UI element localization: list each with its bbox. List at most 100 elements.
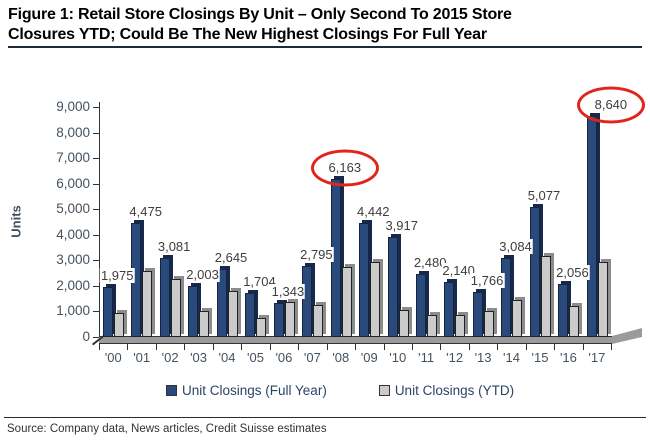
x-axis-tick — [355, 344, 357, 350]
bar-ytd-15 — [540, 256, 551, 337]
y-axis-tick — [93, 311, 99, 313]
y-axis-tick-label: 3,000 — [56, 252, 90, 268]
x-axis-tick — [269, 344, 271, 350]
data-label-09: 4,442 — [355, 204, 391, 220]
x-axis-label-10: '10 — [389, 350, 407, 365]
y-axis-tick-label: 0 — [82, 329, 90, 344]
x-axis-label-14: '14 — [503, 350, 520, 365]
legend-swatch-full-year-icon — [166, 385, 177, 396]
figure-title-line1: Figure 1: Retail Store Closings By Unit … — [8, 6, 512, 23]
highlight-circle-17 — [576, 86, 645, 124]
data-label-03: 2,003 — [185, 266, 220, 282]
chart-3d-floor — [99, 336, 612, 344]
y-axis-tick-label: 8,000 — [56, 124, 90, 140]
bar-full-year-03 — [188, 285, 199, 337]
x-axis-label-01: '01 — [133, 350, 151, 365]
bar-ytd-09 — [370, 261, 381, 337]
bar-ytd-11 — [426, 315, 437, 337]
x-axis-label-08: '08 — [332, 350, 350, 365]
legend-label-full-year: Unit Closings (Full Year) — [182, 383, 327, 398]
bar-full-year-06 — [273, 302, 284, 337]
bar-ytd-10 — [398, 310, 409, 337]
x-axis-label-16: '16 — [559, 350, 577, 365]
x-axis-label-02: '02 — [161, 350, 179, 365]
figure-title-line2: Closures YTD; Could Be The New Highest C… — [8, 26, 487, 43]
bar-full-year-00 — [103, 286, 113, 337]
bar-ytd-17 — [597, 261, 608, 337]
y-axis-tick — [93, 285, 99, 287]
x-axis-label-00: '00 — [104, 350, 122, 365]
y-axis-tick — [93, 132, 99, 134]
bar-full-year-14 — [501, 258, 512, 337]
data-label-13: 1,766 — [469, 272, 505, 288]
bar-full-year-13 — [472, 291, 483, 337]
x-axis-tick — [99, 344, 100, 350]
title-underline — [8, 46, 642, 48]
x-axis-label-13: '13 — [474, 350, 492, 365]
x-axis-label-06: '06 — [275, 350, 293, 365]
bar-ytd-01 — [142, 270, 153, 337]
source-note: Source: Company data, News articles, Cre… — [7, 423, 327, 435]
x-axis-tick — [298, 344, 300, 350]
y-axis-tick-label: 6,000 — [56, 175, 90, 191]
bar-ytd-04 — [227, 290, 238, 337]
bar-ytd-05 — [256, 317, 267, 337]
figure-title: Figure 1: Retail Store Closings By Unit … — [8, 5, 512, 45]
data-label-04: 2,645 — [213, 250, 249, 266]
data-label-15: 5,077 — [526, 188, 562, 204]
legend-item-full-year: Unit Closings (Full Year) — [166, 383, 327, 398]
y-axis-line — [99, 102, 100, 344]
bar-full-year-15 — [529, 207, 540, 337]
data-label-01: 4,475 — [128, 203, 163, 219]
y-axis-tick-label: 1,000 — [56, 303, 90, 319]
y-axis-tick — [93, 158, 99, 160]
bar-ytd-14 — [512, 299, 523, 337]
data-label-05: 1,704 — [242, 274, 277, 290]
bar-ytd-07 — [313, 305, 324, 337]
x-axis-label-11: '11 — [418, 350, 435, 365]
x-axis-label-04: '04 — [218, 350, 236, 365]
x-axis-tick — [184, 344, 186, 350]
x-axis-label-15: '15 — [531, 350, 549, 365]
bar-full-year-07 — [302, 265, 313, 337]
x-axis-tick — [326, 344, 328, 350]
bar-full-year-12 — [444, 282, 455, 337]
x-axis-label-12: '12 — [446, 350, 464, 365]
bar-ytd-16 — [569, 306, 580, 337]
data-label-11: 2,480 — [412, 254, 448, 270]
bar-ytd-02 — [170, 279, 181, 337]
x-axis-tick — [525, 344, 527, 350]
chart-3d-floor-edge — [612, 328, 642, 344]
data-label-16: 2,056 — [555, 265, 590, 281]
y-axis-tick — [93, 260, 99, 262]
y-axis-title: Units — [8, 205, 24, 238]
y-axis-tick-label: 4,000 — [56, 226, 90, 242]
bar-full-year-11 — [415, 273, 426, 337]
bar-full-year-04 — [216, 269, 227, 337]
y-axis-tick-label: 5,000 — [56, 201, 90, 217]
y-axis-tick — [93, 183, 99, 185]
bar-full-year-16 — [558, 284, 569, 337]
data-label-14: 3,084 — [498, 239, 533, 255]
x-axis-tick — [155, 344, 157, 350]
data-label-00: 1,975 — [99, 267, 135, 283]
data-label-07: 2,795 — [299, 246, 334, 262]
bar-ytd-06 — [284, 302, 295, 337]
x-axis-label-05: '05 — [246, 350, 264, 365]
y-axis-tick-label: 7,000 — [56, 150, 90, 166]
legend-label-ytd: Unit Closings (YTD) — [394, 383, 515, 398]
x-axis-tick — [497, 344, 499, 350]
x-axis-label-07: '07 — [303, 350, 321, 365]
legend: Unit Closings (Full Year) Unit Closings … — [166, 383, 514, 398]
bar-ytd-03 — [199, 311, 210, 337]
legend-item-ytd: Unit Closings (YTD) — [378, 383, 515, 398]
bar-ytd-08 — [341, 266, 352, 337]
y-axis-tick — [93, 337, 99, 338]
x-axis-tick — [127, 344, 129, 350]
x-axis-tick — [241, 344, 243, 350]
x-axis-tick — [611, 344, 613, 350]
y-axis-tick — [93, 106, 99, 108]
y-axis-tick — [93, 234, 99, 236]
